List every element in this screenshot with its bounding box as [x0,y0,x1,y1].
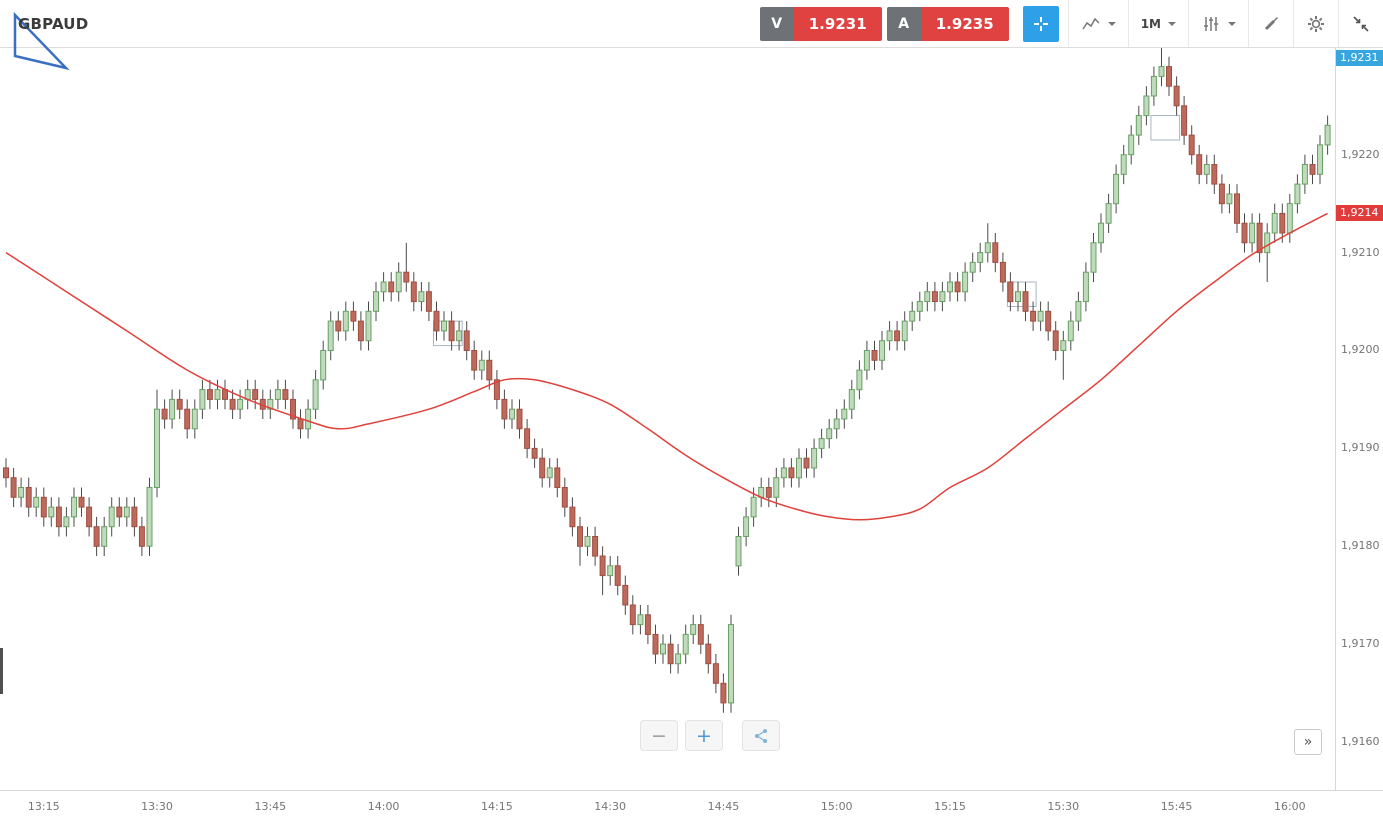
buy-price: 1.9235 [920,6,1009,41]
time-tick-label: 13:45 [254,800,287,813]
price-tick-label: 1,9200 [1341,343,1380,357]
chevron-down-icon [1228,21,1236,26]
time-tick-label: 13:30 [141,800,173,813]
time-axis[interactable]: 13:15 13:30 13:45 14:00 14:15 14:30 14:45 15:00… [0,790,1383,824]
gear-icon [1308,15,1324,32]
price-tick-label: 1,9170 [1341,637,1380,651]
timeframe-label: 1M [1140,16,1161,31]
price-tick-label: 1,9210 [1341,245,1380,259]
sell-price: 1.9231 [793,6,882,41]
price-tick-label: 1,9160 [1341,735,1380,749]
chart-area: 1,9220 1,9210 1,9200 1,9190 1,9180 1,9170 1,91… [0,48,1383,824]
left-edge-artifact [0,648,3,694]
chart-type-dropdown[interactable] [1067,0,1128,47]
settings-button[interactable] [1293,0,1338,47]
ma-price-label: 1,9214 [1336,205,1383,222]
zoom-controls: − + [640,720,787,751]
price-tick-label: 1,9190 [1341,441,1380,455]
double-chevron-right-icon: » [1303,734,1313,750]
drawing-tools-button[interactable] [1248,0,1293,47]
share-button[interactable] [742,720,780,751]
time-tick-label: 14:15 [481,800,513,813]
timeframe-dropdown[interactable]: 1M [1127,0,1188,47]
sell-button[interactable]: V 1.9231 [759,6,882,41]
price-tick-label: 1,9220 [1341,147,1380,161]
time-tick-label: 15:30 [1047,800,1080,813]
collapse-arrows-icon [1353,15,1369,32]
price-tick-label: 1,9180 [1341,539,1380,553]
time-tick-label: 15:45 [1160,800,1193,813]
price-axis[interactable]: 1,9220 1,9210 1,9200 1,9190 1,9180 1,9170 1,91… [1335,48,1383,790]
indicators-sliders-icon [1204,16,1218,31]
zoom-in-button[interactable]: + [685,720,723,751]
symbol-name: GBPAUD [18,14,89,33]
buy-button[interactable]: A 1.9235 [886,6,1009,41]
brush-icon [1264,16,1279,30]
time-tick-label: 14:45 [707,800,740,813]
time-tick-label: 15:00 [820,800,853,813]
time-tick-label: 13:15 [27,800,60,813]
time-tick-label: 14:00 [367,800,400,813]
crosshair-icon [1033,16,1048,31]
toolbar: GBPAUD V 1.9231 A 1.9235 [0,0,1383,71]
chevron-down-icon [1168,21,1176,26]
toolbar-right-group: V 1.9231 A 1.9235 [759,0,1383,47]
collapse-chart-button[interactable] [1338,0,1383,47]
candlestick-chart[interactable] [0,48,1335,790]
expand-panel-button[interactable]: » [1294,729,1322,755]
buy-letter: A [886,6,921,41]
line-chart-icon [1082,17,1100,29]
time-tick-label: 15:15 [934,800,966,813]
share-icon [754,728,768,743]
last-price-label: 1,9231 [1336,50,1383,66]
indicators-dropdown[interactable] [1188,0,1248,47]
time-tick-label: 16:00 [1273,800,1306,813]
zoom-out-button[interactable]: − [640,720,678,751]
broker-logo-triangle-icon [13,12,70,71]
crosshair-button[interactable] [1022,5,1059,42]
time-tick-label: 14:30 [594,800,626,813]
chevron-down-icon [1107,21,1116,26]
sell-letter: V [759,6,794,41]
